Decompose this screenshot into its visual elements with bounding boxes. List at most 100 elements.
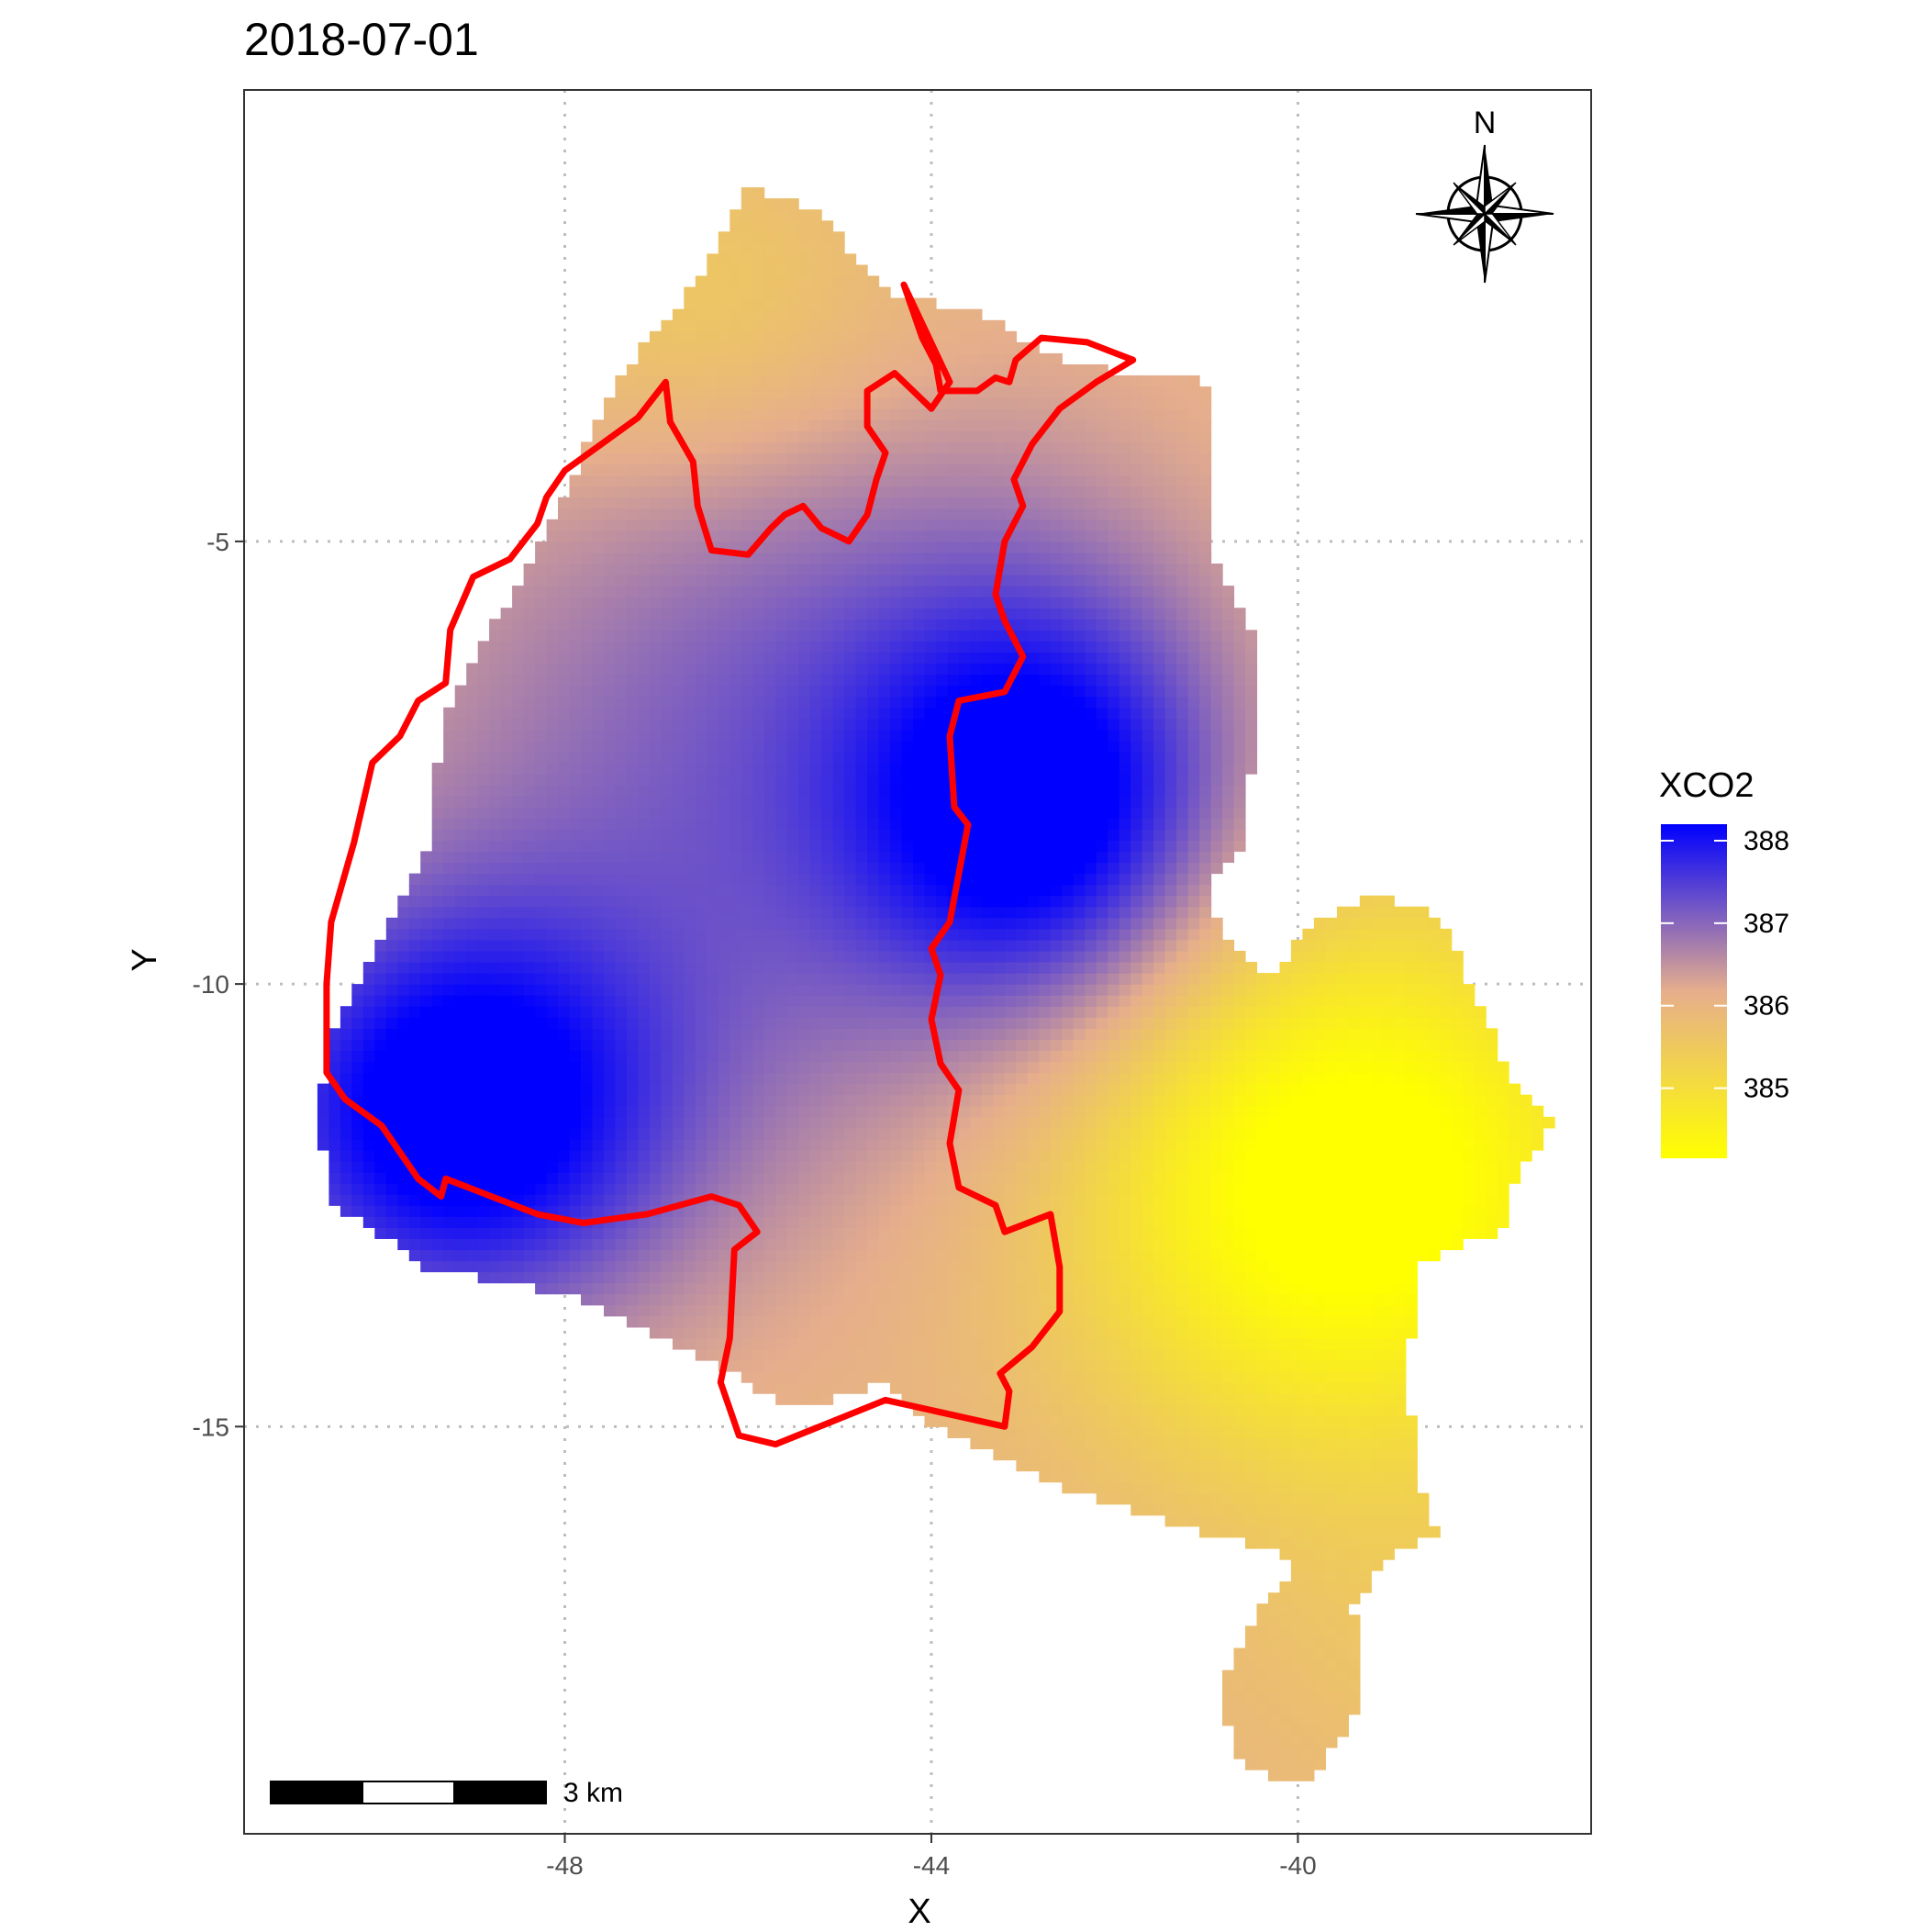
raster-cell: [879, 1205, 891, 1217]
raster-cell: [627, 464, 639, 476]
raster-cell: [707, 464, 718, 476]
raster-cell: [558, 597, 570, 609]
raster-cell: [844, 818, 856, 830]
raster-cell: [638, 951, 650, 963]
raster-cell: [340, 1117, 352, 1129]
raster-cell: [650, 664, 662, 676]
raster-cell: [718, 1073, 730, 1085]
raster-cell: [913, 896, 925, 908]
raster-cell: [615, 497, 627, 509]
raster-cell: [856, 1382, 868, 1394]
raster-cell: [1028, 840, 1040, 852]
raster-cell: [993, 419, 1005, 431]
raster-cell: [558, 984, 570, 996]
raster-cell: [478, 918, 490, 930]
raster-cell: [1005, 940, 1017, 952]
raster-cell: [718, 962, 730, 974]
raster-cell: [455, 1194, 467, 1206]
raster-cell: [959, 1139, 971, 1151]
raster-cell: [707, 586, 718, 597]
raster-cell: [604, 907, 616, 919]
raster-cell: [821, 575, 833, 586]
raster-cell: [810, 1272, 822, 1284]
raster-cell: [696, 1028, 707, 1040]
raster-cell: [650, 840, 662, 852]
raster-cell: [959, 586, 971, 597]
raster-cell: [478, 686, 490, 698]
raster-cell: [993, 1393, 1005, 1405]
raster-cell: [661, 608, 673, 620]
raster-cell: [409, 918, 421, 930]
raster-cell: [707, 675, 718, 687]
raster-cell: [638, 1227, 650, 1239]
raster-cell: [787, 375, 799, 387]
raster-cell: [374, 1227, 386, 1239]
raster-cell: [890, 397, 902, 409]
raster-cell: [363, 1006, 375, 1018]
raster-cell: [650, 918, 662, 930]
raster-cell: [948, 331, 960, 343]
raster-cell: [512, 597, 524, 609]
raster-cell: [752, 1327, 764, 1339]
raster-cell: [615, 851, 627, 863]
raster-cell: [363, 1084, 375, 1096]
raster-cell: [741, 198, 753, 210]
raster-cell: [443, 951, 455, 963]
raster-cell: [752, 486, 764, 498]
raster-cell: [615, 508, 627, 520]
raster-cell: [547, 1017, 559, 1029]
raster-cell: [696, 1305, 707, 1317]
raster-cell: [902, 984, 914, 996]
raster-cell: [787, 1183, 799, 1195]
raster-cell: [787, 231, 799, 243]
raster-cell: [466, 796, 478, 808]
raster-cell: [638, 1172, 650, 1184]
raster-cell: [867, 807, 879, 819]
raster-cell: [604, 708, 616, 720]
raster-cell: [993, 1062, 1005, 1074]
raster-cell: [775, 984, 787, 996]
raster-cell: [993, 342, 1005, 354]
raster-cell: [673, 408, 685, 420]
raster-cell: [741, 353, 753, 365]
raster-cell: [833, 840, 845, 852]
raster-cell: [570, 940, 582, 952]
raster-cell: [902, 1238, 914, 1250]
raster-cell: [661, 597, 673, 609]
raster-cell: [478, 1227, 490, 1239]
raster-cell: [524, 608, 536, 620]
raster-cell: [593, 652, 605, 664]
raster-cell: [810, 874, 822, 886]
raster-cell: [684, 686, 696, 698]
raster-cell: [558, 1261, 570, 1273]
raster-cell: [593, 1183, 605, 1195]
raster-cell: [604, 586, 616, 597]
raster-cell: [661, 962, 673, 974]
raster-cell: [993, 430, 1005, 442]
raster-cell: [489, 763, 501, 775]
raster-cell: [959, 752, 971, 764]
raster-cell: [501, 608, 513, 620]
raster-cell: [787, 664, 799, 676]
raster-cell: [593, 486, 605, 498]
raster-cell: [730, 586, 741, 597]
raster-cell: [455, 1250, 467, 1262]
raster-cell: [752, 1349, 764, 1361]
raster-cell: [650, 1139, 662, 1151]
raster-cell: [821, 508, 833, 520]
raster-cell: [775, 973, 787, 985]
raster-cell: [993, 1095, 1005, 1107]
raster-cell: [340, 1183, 352, 1195]
raster-cell: [856, 962, 868, 974]
raster-cell: [982, 885, 994, 897]
raster-cell: [1016, 995, 1028, 1007]
raster-cell: [741, 818, 753, 830]
raster-cell: [730, 774, 741, 786]
raster-cell: [752, 342, 764, 354]
raster-cell: [1005, 1305, 1017, 1317]
raster-cell: [627, 907, 639, 919]
raster-cell: [661, 951, 673, 963]
raster-cell: [604, 630, 616, 642]
raster-cell: [409, 1050, 421, 1062]
raster-cell: [821, 752, 833, 764]
